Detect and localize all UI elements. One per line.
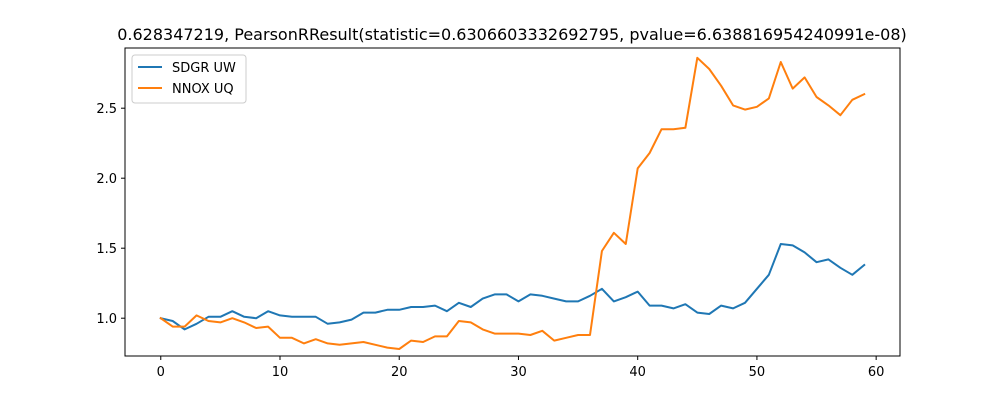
y-tick-label: 2.5 (96, 102, 117, 117)
legend-label-sdgr: SDGR UW (172, 61, 236, 76)
legend-label-nnox: NNOX UQ (172, 82, 234, 97)
x-axis: 0 10 20 30 40 50 60 (157, 356, 885, 380)
x-tick-label: 30 (510, 365, 527, 380)
series-layer (159, 56, 866, 350)
x-tick-label: 40 (629, 365, 646, 380)
x-tick-label: 0 (157, 365, 165, 380)
series-line-nnox-uq (159, 56, 866, 350)
y-axis: 1.0 1.5 2.0 2.5 (96, 102, 125, 327)
y-tick-label: 2.0 (96, 172, 117, 187)
y-tick-label: 1.0 (96, 312, 117, 327)
x-tick-label: 20 (391, 365, 408, 380)
plot-frame (124, 47, 901, 357)
series-line-sdgr-uw (159, 243, 866, 331)
x-tick-label: 50 (749, 365, 766, 380)
x-tick-label: 60 (868, 365, 885, 380)
x-tick-label: 10 (272, 365, 289, 380)
legend: SDGR UW NNOX UQ (131, 54, 247, 104)
chart-title: 0.628347219, PearsonRResult(statistic=0.… (117, 25, 907, 44)
y-tick-label: 1.5 (96, 242, 117, 257)
